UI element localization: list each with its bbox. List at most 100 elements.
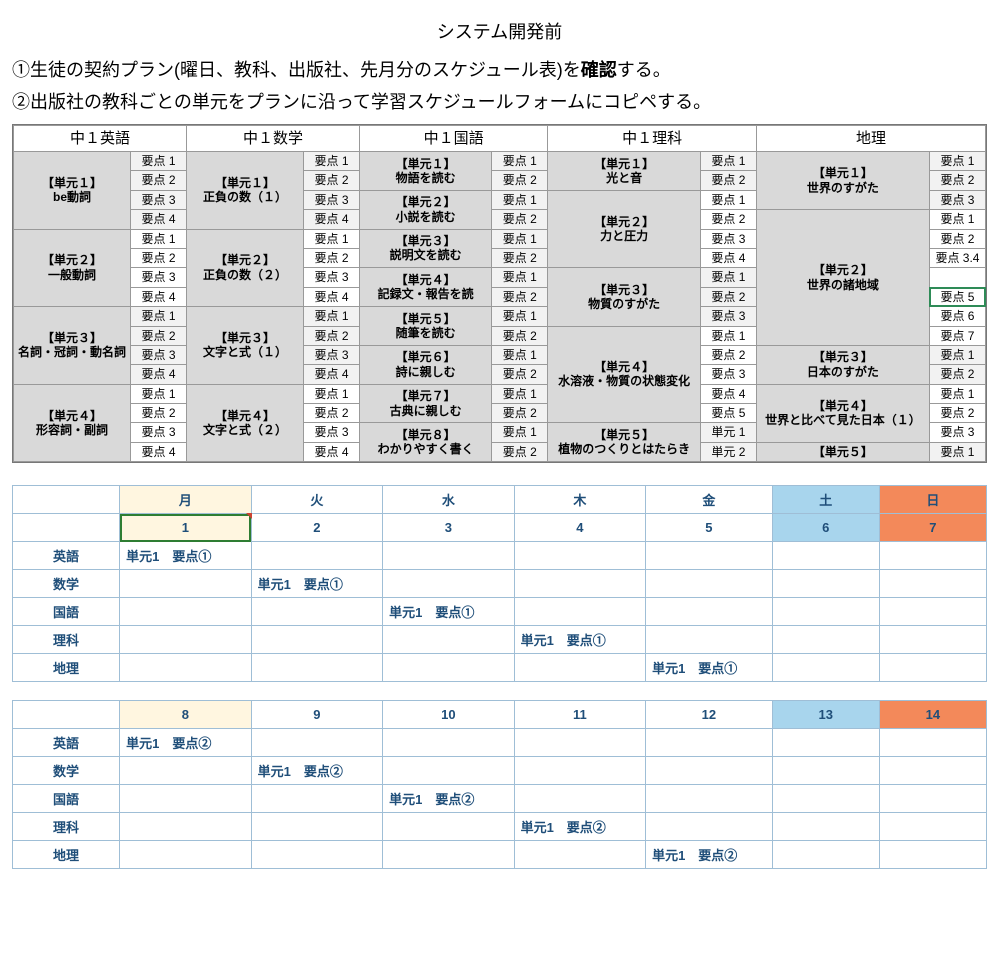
jpn-u3-p2: 要点 2 — [492, 248, 548, 267]
w2-geo-tue[interactable] — [251, 841, 382, 869]
jpn-u5: 【単元５】随筆を読む — [360, 307, 492, 346]
w1-eng-sun[interactable] — [879, 542, 986, 570]
w2-eng-tue[interactable] — [251, 729, 382, 757]
w1-jpn-tue[interactable] — [251, 598, 382, 626]
w1-math-thu[interactable] — [514, 570, 645, 598]
w1-math-sun[interactable] — [879, 570, 986, 598]
num-8: 8 — [120, 701, 251, 729]
w2-sci-sun[interactable] — [879, 813, 986, 841]
w1-sci-sat[interactable] — [772, 626, 879, 654]
w2-geo-mon[interactable] — [120, 841, 251, 869]
w2-math-tue[interactable]: 単元1 要点② — [251, 757, 382, 785]
subjects-table: 中１英語 中１数学 中１国語 中１理科 地理 【単元１】be動詞 要点 1 【単… — [13, 125, 986, 462]
geo-u4: 【単元４】世界と比べて見た日本（１） — [756, 384, 929, 442]
w2-math-mon[interactable] — [120, 757, 251, 785]
w1-sci-mon[interactable] — [120, 626, 251, 654]
w1-geo-sun[interactable] — [879, 654, 986, 682]
w2-math-wed[interactable] — [383, 757, 514, 785]
w2-geo-sun[interactable] — [879, 841, 986, 869]
w1-sci-sun[interactable] — [879, 626, 986, 654]
w1-math-mon[interactable] — [120, 570, 251, 598]
w2-eng-thu[interactable] — [514, 729, 645, 757]
w2-sci-wed[interactable] — [383, 813, 514, 841]
w1-sci-tue[interactable] — [251, 626, 382, 654]
day-mon: 月 — [120, 486, 251, 514]
w2-math-fri[interactable] — [646, 757, 773, 785]
w2-eng-sat[interactable] — [772, 729, 879, 757]
w1-geo-fri[interactable]: 単元1 要点① — [646, 654, 773, 682]
w1-geo-wed[interactable] — [383, 654, 514, 682]
w2-sci-fri[interactable] — [646, 813, 773, 841]
w2-geo-sat[interactable] — [772, 841, 879, 869]
w1-jpn-fri[interactable] — [646, 598, 773, 626]
w1-eng-tue[interactable] — [251, 542, 382, 570]
w1-math-fri[interactable] — [646, 570, 773, 598]
w1-geo-sat[interactable] — [772, 654, 879, 682]
w1-jpn-sun[interactable] — [879, 598, 986, 626]
w2-eng-fri[interactable] — [646, 729, 773, 757]
w2-jpn-thu[interactable] — [514, 785, 645, 813]
w2-jpn-wed[interactable]: 単元1 要点② — [383, 785, 514, 813]
week1-day-row: 月 火 水 木 金 土 日 — [13, 486, 987, 514]
w2-sci-tue[interactable] — [251, 813, 382, 841]
w1-geo-tue[interactable] — [251, 654, 382, 682]
w2-jpn-tue[interactable] — [251, 785, 382, 813]
w1-sci-thu[interactable]: 単元1 要点① — [514, 626, 645, 654]
w2-jpn-mon[interactable] — [120, 785, 251, 813]
w1-jpn-wed[interactable]: 単元1 要点① — [383, 598, 514, 626]
w2-geo-fri[interactable]: 単元1 要点② — [646, 841, 773, 869]
geo-u2-p34: 要点 3.4 — [929, 248, 985, 267]
desc-line-1: ①生徒の契約プラン(曜日、教科、出版社、先月分のスケジュール表)を確認する。 — [12, 56, 987, 82]
w1-sci-fri[interactable] — [646, 626, 773, 654]
w2-geo-wed[interactable] — [383, 841, 514, 869]
math-u2-p1: 要点 1 — [304, 229, 360, 248]
num-1[interactable]: 1 — [120, 514, 251, 542]
w2-jpn-sat[interactable] — [772, 785, 879, 813]
sci-u3-p3: 要点 3 — [700, 307, 756, 326]
w1-eng-thu[interactable] — [514, 542, 645, 570]
w1-sci-wed[interactable] — [383, 626, 514, 654]
w1-jpn-thu[interactable] — [514, 598, 645, 626]
w1-eng-wed[interactable] — [383, 542, 514, 570]
w2-jpn-sun[interactable] — [879, 785, 986, 813]
w2-math-sun[interactable] — [879, 757, 986, 785]
w1-math-sat[interactable] — [772, 570, 879, 598]
jpn-u4-p2: 要点 2 — [492, 287, 548, 306]
jpn-u8-p2: 要点 2 — [492, 442, 548, 461]
w2-math-thu[interactable] — [514, 757, 645, 785]
eng-u3: 【単元３】名詞・冠詞・動名詞 — [14, 307, 131, 385]
w1-eng-sat[interactable] — [772, 542, 879, 570]
desc1-a: ①生徒の契約プラン(曜日、教科、出版社、先月分のスケジュール表)を — [12, 60, 581, 80]
w2-geo-thu[interactable] — [514, 841, 645, 869]
w2-sci-sat[interactable] — [772, 813, 879, 841]
sci-u1-p1: 要点 1 — [700, 152, 756, 171]
w1-geo-thu[interactable] — [514, 654, 645, 682]
math-u3-p3: 要点 3 — [304, 345, 360, 364]
math-u4-p1: 要点 1 — [304, 384, 360, 403]
eng-u4-p3: 要点 3 — [131, 423, 187, 442]
eng-u3-p3: 要点 3 — [131, 345, 187, 364]
schedule-week-2: 8 9 10 11 12 13 14 英語 単元1 要点② 数学 単元1 要点②… — [12, 700, 987, 869]
w2-eng-mon[interactable]: 単元1 要点② — [120, 729, 251, 757]
w2-sci-thu[interactable]: 単元1 要点② — [514, 813, 645, 841]
day-thu: 木 — [514, 486, 645, 514]
w1-jpn-sat[interactable] — [772, 598, 879, 626]
w1-eng-fri[interactable] — [646, 542, 773, 570]
w2-math-sat[interactable] — [772, 757, 879, 785]
w1-jpn-mon[interactable] — [120, 598, 251, 626]
w1-math-tue[interactable]: 単元1 要点① — [251, 570, 382, 598]
w1-math-wed[interactable] — [383, 570, 514, 598]
w2-jpn-fri[interactable] — [646, 785, 773, 813]
jpn-u7-p2: 要点 2 — [492, 404, 548, 423]
w2-sci-mon[interactable] — [120, 813, 251, 841]
geo-u1-p3: 要点 3 — [929, 190, 985, 209]
w2-eng-sun[interactable] — [879, 729, 986, 757]
eng-u2-p4: 要点 4 — [131, 287, 187, 306]
w1-row-sci: 理科 — [13, 626, 120, 654]
w1-geo-mon[interactable] — [120, 654, 251, 682]
geo-u3-p2: 要点 2 — [929, 365, 985, 384]
jpn-u6-p1: 要点 1 — [492, 345, 548, 364]
w1-eng-mon[interactable]: 単元1 要点① — [120, 542, 251, 570]
w2-eng-wed[interactable] — [383, 729, 514, 757]
eng-u3-p4: 要点 4 — [131, 365, 187, 384]
